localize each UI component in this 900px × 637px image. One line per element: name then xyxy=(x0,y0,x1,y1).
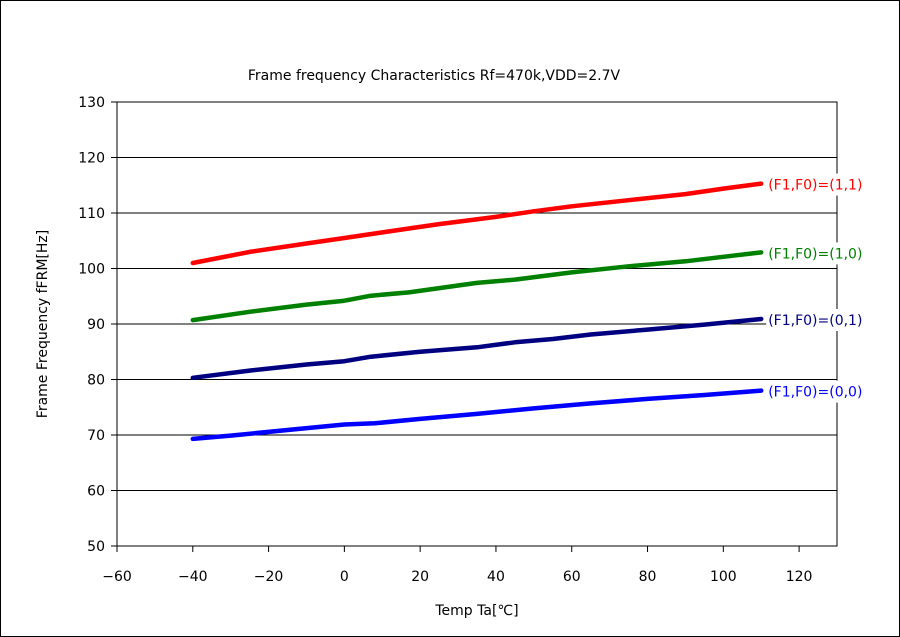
x-tick-label: 120 xyxy=(786,569,813,585)
series-line xyxy=(190,250,764,323)
series-label-bg xyxy=(766,380,885,403)
x-tick-label: 100 xyxy=(710,569,737,585)
y-tick-label: 120 xyxy=(78,151,105,167)
series-label-bg xyxy=(766,309,885,332)
series-label: (F1,F0)=(0,0) xyxy=(768,385,862,401)
y-tick-label: 110 xyxy=(78,206,105,222)
y-tick-label: 90 xyxy=(87,317,105,333)
y-axis-label: Frame Frequency fFRM[Hz] xyxy=(35,230,51,418)
series-label: (F1,F0)=(0,1) xyxy=(768,313,862,329)
series-line xyxy=(190,316,764,381)
y-tick-label: 50 xyxy=(87,539,105,555)
chart-title: Frame frequency Characteristics Rf=470k,… xyxy=(248,68,621,84)
series-label-bg xyxy=(766,242,885,265)
series-label: (F1,F0)=(1,1) xyxy=(768,178,862,194)
series-line xyxy=(190,388,764,442)
y-tick-label: 70 xyxy=(87,428,105,444)
series-label-bg xyxy=(766,173,885,196)
x-tick-label: −40 xyxy=(178,569,208,585)
x-tick-label: 80 xyxy=(639,569,657,585)
y-tick-label: 130 xyxy=(78,95,105,111)
x-ticks: −60 −40 −20 0 20 40 60 80 100 120 xyxy=(102,546,812,585)
x-tick-label: −60 xyxy=(102,569,132,585)
y-tick-label: 60 xyxy=(87,484,105,500)
x-axis-label: Temp Ta[℃] xyxy=(434,603,518,619)
x-tick-label: 20 xyxy=(411,569,429,585)
y-tick-label: 100 xyxy=(78,262,105,278)
series-lines xyxy=(190,181,764,442)
x-tick-label: 60 xyxy=(563,569,581,585)
series-labels: (F1,F0)=(1,1) (F1,F0)=(1,0) (F1,F0)=(0,1) (… xyxy=(766,173,885,403)
y-tick-label: 80 xyxy=(87,373,105,389)
x-tick-label: 0 xyxy=(340,569,349,585)
x-tick-label: −20 xyxy=(254,569,284,585)
series-line xyxy=(190,181,764,266)
y-ticks: 50 60 70 80 90 100 110 120 130 xyxy=(78,95,117,555)
series-label: (F1,F0)=(1,0) xyxy=(768,246,862,262)
x-tick-label: 40 xyxy=(487,569,505,585)
